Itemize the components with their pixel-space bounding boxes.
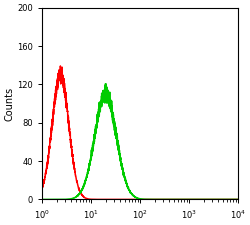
Y-axis label: Counts: Counts xyxy=(4,86,14,121)
